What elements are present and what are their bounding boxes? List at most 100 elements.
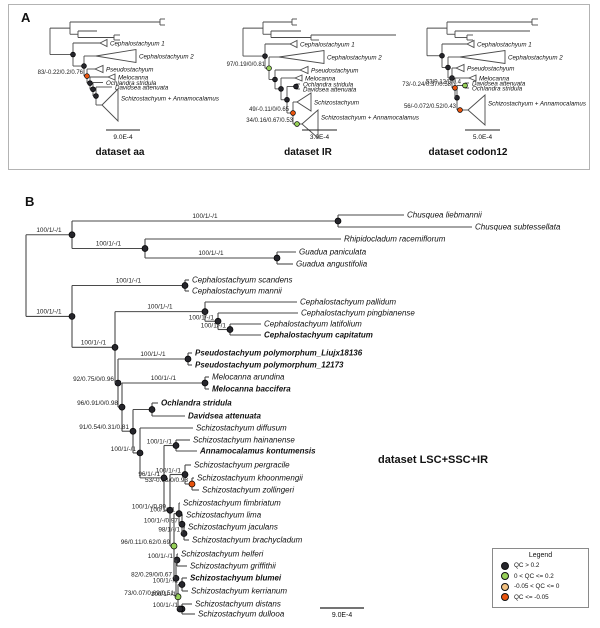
node-dot-dark — [201, 379, 209, 387]
support-label: 100/1/-/1 — [147, 304, 173, 311]
collapsed-clade-wedge — [301, 109, 319, 139]
support-label: 97/0.19/0/0.81 — [227, 62, 266, 68]
taxon-label: Melocanna baccifera — [212, 384, 291, 393]
support-label: 96/1/-/1 — [138, 471, 160, 478]
taxon-label: Davidsea attenuata — [472, 80, 526, 87]
taxon-label: Schizostachyum jaculans — [188, 522, 278, 531]
clade-label: Melocanna — [479, 75, 510, 82]
taxon-label: Chusquea liebmannii — [407, 210, 482, 219]
node-dot-dark — [262, 53, 268, 59]
support-label: 100/1/-/1 — [148, 553, 174, 560]
collapsed-clade-wedge — [93, 64, 104, 74]
node-dot-red — [290, 110, 296, 116]
qc-dark-dot-icon — [501, 561, 509, 570]
node-dot-dark — [293, 83, 299, 90]
taxon-label: Ochlandra stridula — [472, 85, 523, 92]
scale-bar-label: 3.0E-4 — [310, 134, 330, 141]
node-dot-dark — [87, 80, 93, 86]
taxon-label: Ochlandra stridula — [106, 80, 157, 87]
taxon-label: Chusquea subtessellata — [475, 222, 561, 231]
taxon-label: Schizostachyum helferi — [181, 549, 263, 558]
support-label: 98/1/-/1 — [158, 527, 180, 534]
clade-label: Schizostachyum + Annamocalamus — [321, 114, 419, 121]
support-label: 100/1/-/1 — [147, 439, 173, 446]
clade-label: Cephalostachyum 2 — [508, 54, 563, 61]
legend-item-label: -0.05 < QC <= 0 — [514, 583, 560, 590]
node-dot-dark — [181, 471, 189, 478]
collapsed-clade-wedge — [98, 38, 108, 48]
node-dot-dark — [178, 581, 186, 588]
collapsed-clade-wedge — [298, 65, 309, 75]
support-label: 100/1/-/1 — [201, 323, 227, 330]
node-dot-dark — [272, 76, 278, 83]
taxon-label: Cephalostachyum latifolium — [264, 319, 362, 328]
support-label: 100/1/-/0.97 — [144, 517, 179, 524]
collapsed-clade-wedge — [465, 39, 475, 49]
collapsed-clade-wedge — [454, 63, 465, 73]
clade-label: Schizostachyum + Annamocalamus — [121, 95, 219, 102]
support-label: 92/0.75/0/0.96 — [73, 376, 114, 383]
support-label: 100/1/-/1 — [36, 308, 62, 315]
node-dot-dark — [148, 406, 156, 413]
support-label: 49/-0.11/0/0.65 — [249, 107, 290, 113]
support-label: 73/0.07/0.69/0.51 — [124, 590, 174, 597]
node-dot-dark — [172, 442, 180, 449]
support-label: 100/1/-/1 — [151, 591, 177, 598]
node-dot-dark — [226, 326, 234, 333]
support-label: 100/1/-/1 — [192, 213, 218, 220]
taxon-label: Cephalostachyum scandens — [192, 275, 293, 284]
collapsed-clade-wedge — [278, 49, 325, 65]
clade-label: Cephalostachyum 2 — [327, 54, 382, 61]
clade-label: Cephalostachyum 2 — [139, 53, 194, 60]
node-dot-dark — [93, 93, 99, 99]
clade-label: Cephalostachyum 1 — [110, 40, 165, 47]
collapsed-clade-wedge — [296, 92, 312, 112]
node-dot-dark — [439, 52, 445, 59]
clade-label: Pseudostachyum — [106, 66, 153, 73]
clade-label: Cephalostachyum 1 — [477, 41, 532, 48]
support-label: 82/0.29/0/0.67 — [131, 571, 172, 578]
taxon-label: Cephalostachyum pingbianense — [301, 308, 415, 317]
node-dot-dark — [181, 282, 189, 289]
node-dot-dark — [273, 254, 281, 262]
taxon-label: Melocanna arundina — [212, 372, 285, 381]
support-label: 100/1/-/0.99 — [132, 503, 167, 510]
node-dot-red — [457, 107, 463, 113]
node-dot-dark — [141, 245, 149, 252]
node-dot-dark — [68, 231, 76, 239]
caption-dataset-codon12: dataset codon12 — [428, 147, 508, 158]
taxon-label: Guadua angustifolia — [296, 259, 368, 268]
node-dot-dark — [214, 317, 222, 325]
scale-bar-label: 9.0E-4 — [332, 612, 352, 619]
legend-item-label: 0 < QC <= 0.2 — [514, 572, 554, 580]
taxon-label: Ochlandra stridula — [161, 398, 232, 407]
support-label: 100/1/-/1 — [156, 468, 182, 475]
support-label: 100/1/-/1 — [36, 227, 62, 234]
taxon-label: Schizostachyum brachycladum — [192, 535, 303, 544]
support-label: 83/-0.22/0.2/0.76 — [38, 70, 84, 76]
panel-b-label: B — [25, 194, 35, 209]
legend-item: 0 < QC <= 0.2 — [501, 572, 588, 580]
taxon-label: Schizostachyum dullooa — [198, 609, 285, 618]
scale-bar-label: 9.0E-4 — [113, 134, 133, 141]
taxon-label: Ochlandra stridula — [303, 81, 354, 88]
qc-red-dot-icon — [501, 593, 509, 601]
panel-a-label: A — [21, 10, 31, 25]
node-dot-dark — [136, 449, 144, 457]
node-dot-dark — [445, 64, 451, 71]
taxon-label: Schizostachyum fimbriatum — [183, 498, 281, 507]
node-dot-dark — [166, 506, 174, 514]
taxon-label: Annamocalamus kontumensis — [199, 446, 316, 455]
support-label: 100/1/-/1 — [153, 578, 179, 585]
support-label: 34/0.16/0.67/0.53 — [246, 118, 293, 124]
collapsed-clade-wedge — [106, 73, 116, 81]
taxon-label: Schizostachyum lima — [186, 510, 262, 519]
support-label: 100/1/-/1 — [189, 314, 215, 321]
support-label: 56/-0.072/0.52/0.43 — [404, 104, 457, 110]
node-dot-red — [188, 480, 196, 488]
support-label: 100/1/-/1 — [96, 241, 122, 248]
support-label: 53/0.12/0/0.4 — [426, 80, 462, 86]
clade-label: Melocanna — [118, 74, 149, 81]
taxon-label: Rhipidocladum racemiflorum — [344, 234, 446, 243]
